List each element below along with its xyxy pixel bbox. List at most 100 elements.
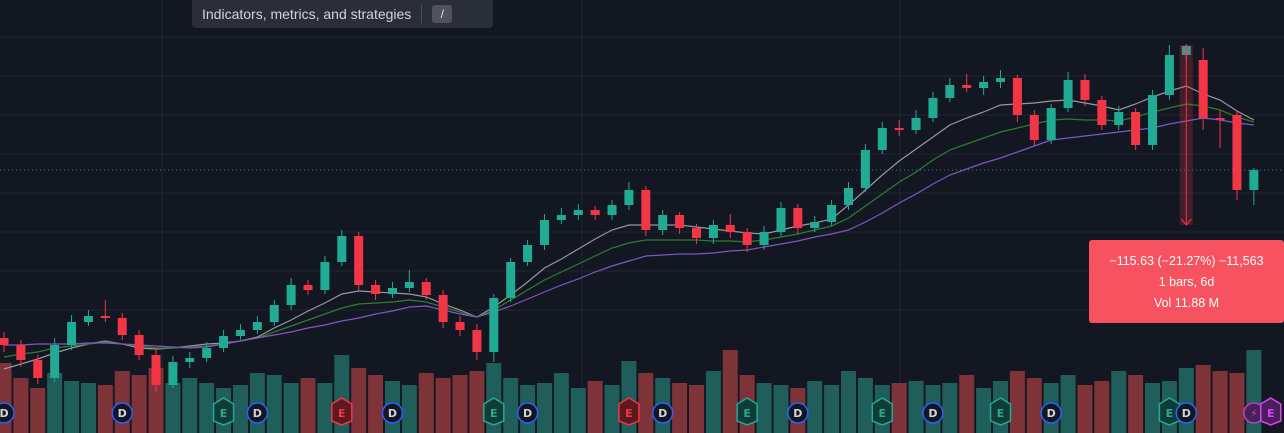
volume-bar [1212, 371, 1228, 433]
event-badge[interactable]: E [736, 397, 758, 426]
event-circle [0, 402, 15, 424]
candle-body [658, 215, 668, 230]
candle-body [168, 362, 178, 385]
volume-bar [841, 371, 856, 433]
event-badge[interactable]: E [1260, 397, 1282, 426]
candle-body [691, 228, 701, 238]
candle-body [979, 82, 989, 88]
event-label: E [220, 407, 228, 420]
candle-body [1063, 80, 1073, 108]
event-badge[interactable]: D [111, 402, 133, 424]
volume-bar [857, 378, 873, 433]
volume-bar [80, 383, 96, 433]
candle-body [962, 85, 972, 88]
event-badge[interactable]: D [787, 402, 809, 424]
candle-body [1114, 112, 1124, 125]
event-shield [483, 397, 505, 426]
event-shield [212, 397, 235, 426]
volume-bar [30, 388, 46, 433]
candle-body [708, 225, 718, 238]
event-badge[interactable]: D [922, 402, 944, 424]
measure-arrow-head [1180, 218, 1192, 226]
volume-bar [266, 375, 282, 433]
candle-body [33, 360, 43, 378]
volume-bar [1009, 371, 1025, 433]
candle-body [860, 150, 870, 188]
volume-bar [418, 373, 434, 433]
event-label: D [928, 407, 937, 420]
volume-bar [300, 378, 316, 433]
volume-bar [199, 383, 215, 433]
event-badge[interactable]: E [618, 397, 640, 426]
candle-body [252, 322, 262, 330]
event-shield [1260, 397, 1282, 426]
candle-body [83, 316, 93, 322]
candle-body [539, 220, 549, 245]
candle-body [387, 288, 397, 294]
event-label: D [0, 407, 9, 420]
candle-body [725, 225, 735, 232]
event-label: E [997, 407, 1005, 420]
volume-bar [232, 385, 248, 433]
volume-bar [553, 373, 569, 433]
event-badge[interactable]: D [651, 402, 674, 424]
event-badge[interactable]: D [516, 402, 539, 424]
volume-bar [1094, 381, 1110, 433]
event-badge[interactable]: D [0, 402, 15, 424]
volume-bar [283, 383, 299, 433]
volume-bar [1111, 371, 1127, 433]
event-label: D [523, 407, 532, 420]
event-badge[interactable]: E [871, 397, 894, 426]
candle-body [624, 190, 634, 205]
volume-bar [469, 371, 485, 433]
volume-bar [705, 371, 721, 433]
event-badge[interactable]: D [381, 402, 404, 424]
volume-bar [317, 383, 333, 433]
volume-bar [503, 378, 519, 433]
event-badge[interactable]: D [246, 402, 269, 424]
tooltip-bars: 1 bars, 6d [1158, 274, 1215, 289]
event-shield [736, 397, 758, 426]
candle-body [219, 336, 229, 348]
event-badge[interactable]: D [1175, 402, 1198, 424]
event-badge[interactable]: E [331, 397, 353, 426]
candle-body [506, 262, 516, 298]
event-shield [331, 397, 353, 426]
event-circle [1175, 402, 1198, 424]
tooltip-change: −115.63 (−21.27%) −11,563 [1109, 253, 1264, 268]
candle-body [894, 128, 904, 130]
event-circle [922, 402, 944, 424]
event-badge[interactable]: D [1040, 402, 1062, 424]
event-label: D [658, 407, 667, 420]
candle-body [928, 98, 938, 118]
event-badge[interactable]: E [989, 397, 1012, 426]
event-label: E [625, 407, 633, 420]
volume-bar [672, 383, 688, 433]
candle-body [151, 355, 161, 385]
candle-body [303, 285, 313, 290]
candle-body [1215, 118, 1225, 120]
indicators-button[interactable]: Indicators, metrics, and strategies / [192, 0, 493, 28]
button-label: Indicators, metrics, and strategies [202, 6, 412, 22]
event-badge[interactable]: E [212, 397, 235, 426]
volume-bar [165, 383, 181, 433]
event-label: E [1166, 407, 1174, 420]
candle-body [354, 236, 364, 285]
candle-body [1131, 112, 1141, 145]
candle-body [320, 262, 330, 290]
candle-body [50, 345, 60, 378]
candle-body [1046, 108, 1056, 140]
candle-body [1164, 55, 1174, 95]
event-label: D [118, 407, 127, 420]
candle-body [202, 348, 212, 358]
event-circle [381, 402, 404, 424]
candle-body [1097, 100, 1107, 125]
candle-body [759, 232, 769, 245]
volume-bar [908, 381, 924, 433]
volume-bar [959, 375, 975, 433]
volume-bar [638, 373, 654, 433]
event-label: E [1267, 407, 1275, 420]
event-badge[interactable]: E [483, 397, 505, 426]
